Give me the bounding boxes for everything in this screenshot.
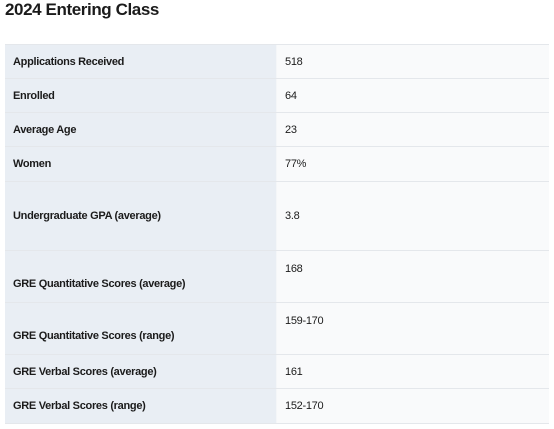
row-value: 77% bbox=[277, 147, 549, 181]
table-row: GRE Verbal Scores (average) 161 bbox=[5, 355, 549, 389]
row-value: 159-170 bbox=[277, 303, 549, 354]
row-value: 168 bbox=[277, 251, 549, 302]
row-label: Undergraduate GPA (average) bbox=[5, 182, 277, 250]
row-value: 518 bbox=[277, 45, 549, 78]
table-row: Average Age 23 bbox=[5, 113, 549, 147]
row-label: Average Age bbox=[5, 113, 277, 146]
row-label: GRE Verbal Scores (average) bbox=[5, 355, 277, 388]
row-label: Women bbox=[5, 147, 277, 181]
row-label: GRE Verbal Scores (range) bbox=[5, 389, 277, 423]
table-row: GRE Verbal Scores (range) 152-170 bbox=[5, 389, 549, 424]
row-label: Enrolled bbox=[5, 79, 277, 112]
table-row: GRE Quantitative Scores (average) 168 bbox=[5, 251, 549, 303]
data-table: Applications Received 518 Enrolled 64 Averag… bbox=[5, 44, 549, 424]
table-row: Applications Received 518 bbox=[5, 45, 549, 79]
row-value: 161 bbox=[277, 355, 549, 388]
table-row: Undergraduate GPA (average) 3.8 bbox=[5, 182, 549, 251]
row-value: 3.8 bbox=[277, 182, 549, 250]
row-label: GRE Quantitative Scores (average) bbox=[5, 251, 277, 302]
row-value: 64 bbox=[277, 79, 549, 112]
table-row: Enrolled 64 bbox=[5, 79, 549, 113]
row-value: 152-170 bbox=[277, 389, 549, 423]
page-title: 2024 Entering Class bbox=[5, 0, 159, 19]
table-row: GRE Quantitative Scores (range) 159-170 bbox=[5, 303, 549, 355]
table-row: Women 77% bbox=[5, 147, 549, 182]
row-label: GRE Quantitative Scores (range) bbox=[5, 303, 277, 354]
row-label: Applications Received bbox=[5, 45, 277, 78]
row-value: 23 bbox=[277, 113, 549, 146]
